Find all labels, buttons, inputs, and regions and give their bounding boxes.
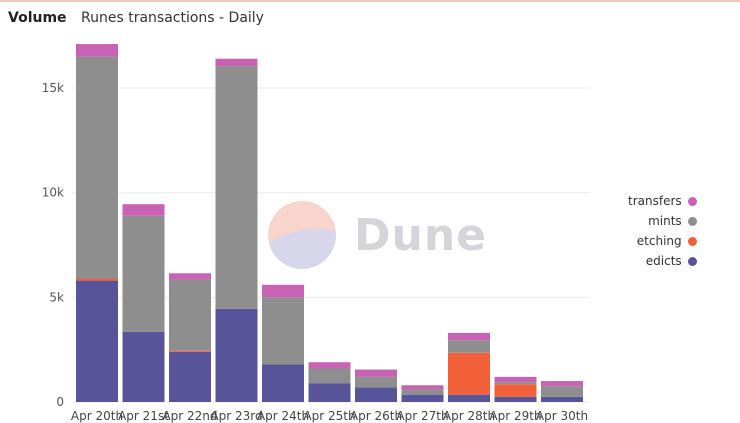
- x-tick-label: Apr 23rd: [210, 409, 262, 423]
- x-tick-label: Apr 30th: [536, 409, 588, 423]
- legend-item-transfers[interactable]: transfers: [628, 191, 697, 211]
- bar-segment-mints[interactable]: [448, 340, 490, 353]
- bar-segment-edicts[interactable]: [448, 394, 490, 402]
- top-border: [0, 0, 740, 2]
- x-tick-label: Apr 21st: [118, 409, 169, 423]
- watermark-text: Dune: [354, 209, 488, 261]
- bar-segment-transfers[interactable]: [494, 376, 537, 383]
- bar-segment-transfers[interactable]: [122, 204, 165, 216]
- bar-segment-transfers[interactable]: [215, 58, 258, 67]
- bar-segment-mints[interactable]: [541, 386, 583, 397]
- x-tick-label: Apr 28th: [443, 409, 495, 423]
- bar-segment-etching[interactable]: [448, 352, 490, 395]
- bar-segment-edicts[interactable]: [169, 351, 211, 402]
- bar-segment-transfers[interactable]: [541, 381, 583, 387]
- legend-label: edicts: [645, 254, 682, 268]
- bar-segment-mints[interactable]: [122, 215, 165, 332]
- bar-segment-edicts[interactable]: [355, 387, 397, 402]
- bar-segment-mints[interactable]: [355, 376, 397, 388]
- bar-segment-mints[interactable]: [76, 56, 118, 279]
- dune-watermark: Dune: [268, 201, 487, 269]
- y-tick-label: 5k: [49, 290, 64, 304]
- bar-segment-edicts[interactable]: [215, 308, 258, 402]
- tab-volume[interactable]: Volume: [8, 10, 67, 26]
- bar-segment-transfers[interactable]: [308, 362, 351, 369]
- bar-segment-mints[interactable]: [169, 279, 211, 351]
- x-tick-label: Apr 27th: [396, 409, 448, 423]
- bar-segment-etching[interactable]: [76, 278, 118, 281]
- bar-segment-mints[interactable]: [262, 297, 304, 365]
- x-tick-label: Apr 29th: [489, 409, 541, 423]
- bar-segment-etching[interactable]: [169, 350, 211, 352]
- x-tick-label: Apr 24th: [257, 409, 309, 423]
- legend-label: etching: [636, 234, 682, 248]
- legend-swatch-icon: [687, 196, 697, 206]
- bar-segment-transfers[interactable]: [262, 284, 304, 298]
- legend-swatch-icon: [687, 236, 697, 246]
- bar-segment-transfers[interactable]: [76, 44, 118, 57]
- bar-segment-edicts[interactable]: [401, 394, 444, 402]
- x-tick-label: Apr 26th: [350, 409, 402, 423]
- bar-segment-edicts[interactable]: [541, 396, 583, 402]
- legend-swatch-icon: [687, 256, 697, 266]
- bar-segment-mints[interactable]: [401, 389, 444, 395]
- x-tick-label: Apr 25th: [303, 409, 355, 423]
- y-tick-label: 10k: [42, 186, 64, 200]
- y-tick-label: 15k: [42, 81, 64, 95]
- chart-header: Volume Runes transactions - Daily: [8, 10, 264, 26]
- legend-item-mints[interactable]: mints: [628, 211, 697, 231]
- bar-segment-edicts[interactable]: [76, 280, 118, 402]
- bar-segment-transfers[interactable]: [401, 385, 444, 390]
- dune-logo-icon: [268, 201, 336, 269]
- bar-segment-transfers[interactable]: [448, 332, 490, 341]
- bar-segment-edicts[interactable]: [262, 364, 304, 402]
- legend-label: mints: [648, 214, 682, 228]
- bar-segment-etching[interactable]: [494, 384, 537, 397]
- legend: transfers mints etching edicts: [628, 191, 697, 271]
- bar-segment-transfers[interactable]: [169, 273, 211, 280]
- legend-label: transfers: [628, 194, 682, 208]
- bar-segment-edicts[interactable]: [122, 331, 165, 402]
- bar-segment-mints[interactable]: [308, 368, 351, 384]
- y-tick-label: 0: [56, 395, 64, 409]
- legend-item-edicts[interactable]: edicts: [628, 251, 697, 271]
- bar-segment-edicts[interactable]: [308, 383, 351, 402]
- bar-segment-edicts[interactable]: [494, 396, 537, 402]
- x-tick-label: Apr 22nd: [162, 409, 217, 423]
- legend-item-etching[interactable]: etching: [628, 231, 697, 251]
- bar-segment-mints[interactable]: [494, 382, 537, 385]
- x-tick-label: Apr 20th: [71, 409, 123, 423]
- bar-segment-mints[interactable]: [215, 66, 258, 309]
- bar-segment-transfers[interactable]: [355, 369, 397, 377]
- chart-title: Runes transactions - Daily: [81, 10, 264, 26]
- legend-swatch-icon: [687, 216, 697, 226]
